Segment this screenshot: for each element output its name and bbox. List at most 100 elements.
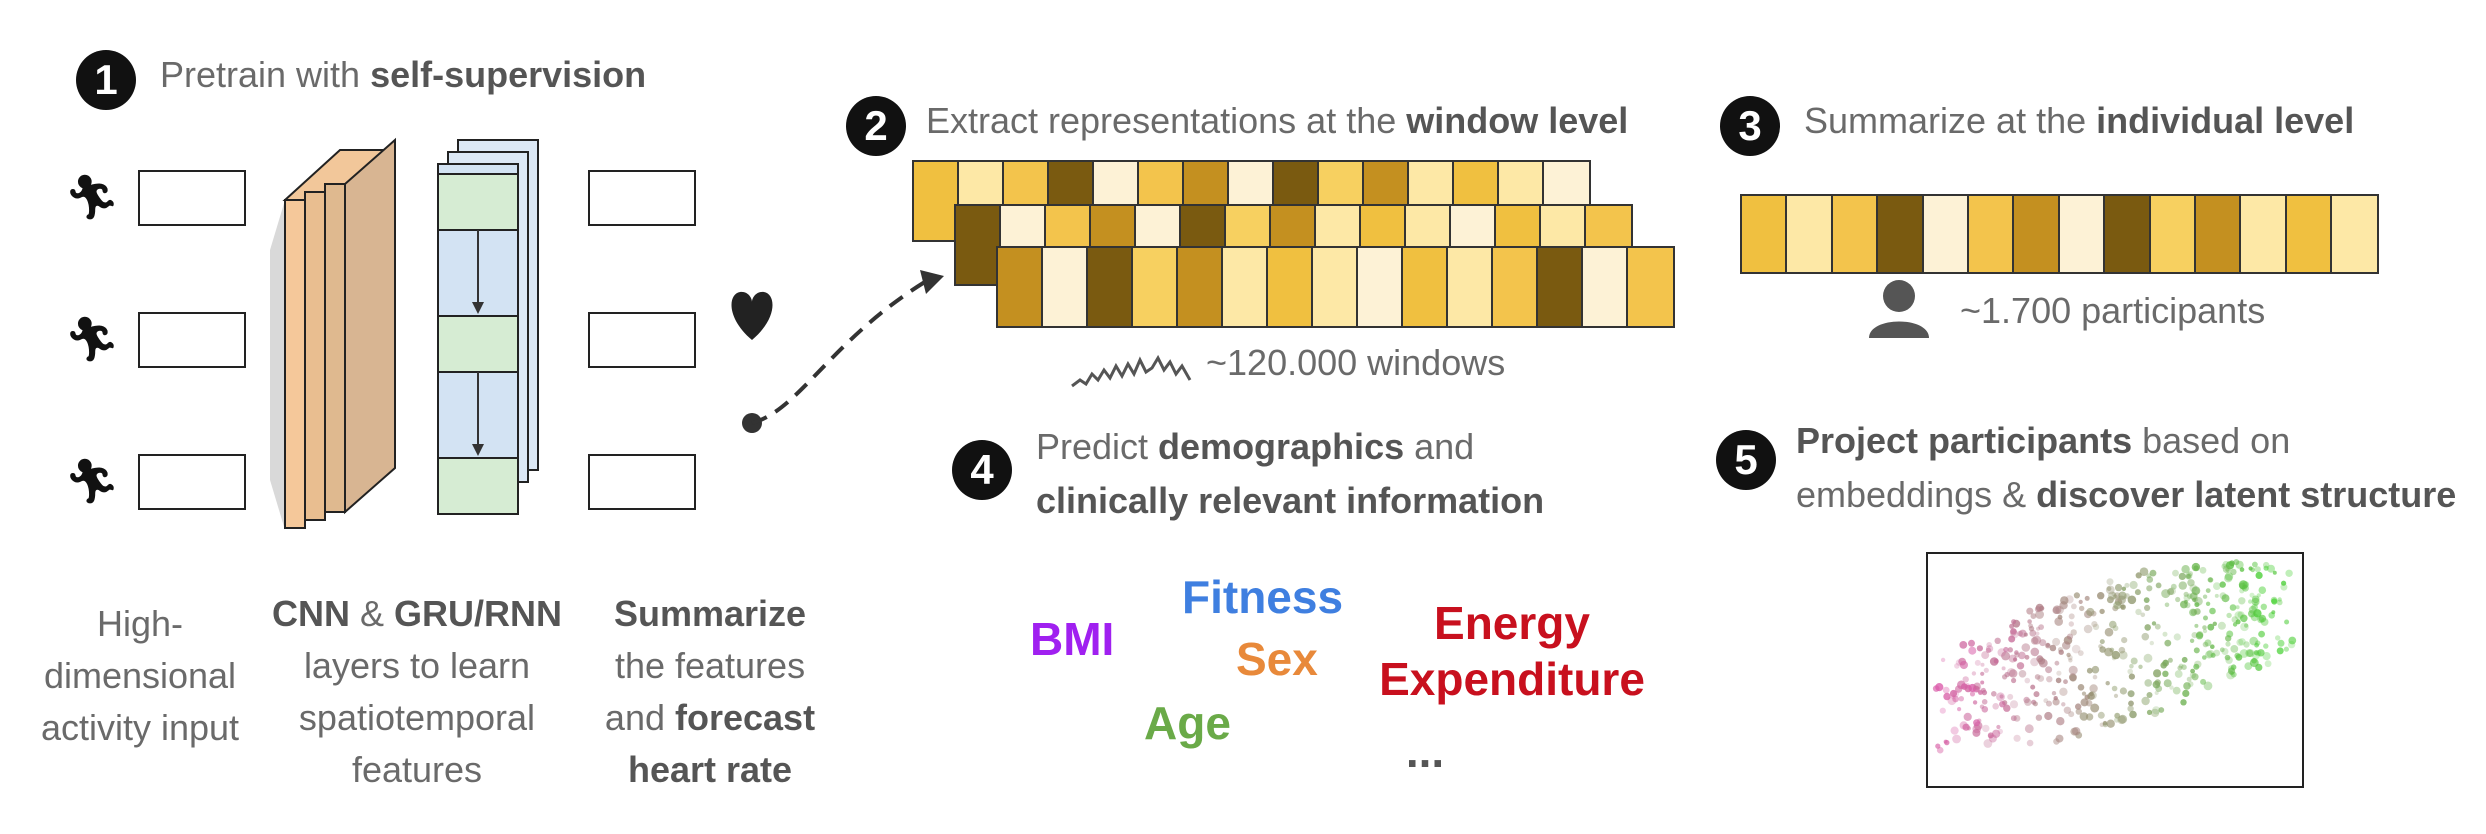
scatter-point	[2104, 627, 2114, 637]
scatter-point	[2104, 647, 2113, 657]
scatter-point	[2263, 643, 2269, 649]
scatter-point	[2120, 604, 2126, 610]
scatter-point	[2113, 601, 2122, 610]
window-cell	[914, 162, 959, 240]
scatter-point	[2202, 594, 2208, 599]
window-cell	[1923, 196, 1969, 272]
scatter-point	[2114, 583, 2123, 592]
scatter-point	[2086, 607, 2095, 617]
scatter-point	[2067, 655, 2073, 661]
scatter-point	[2035, 714, 2043, 721]
scatter-point	[2026, 739, 2034, 747]
scatter-point	[2024, 654, 2030, 660]
window-cell	[1493, 248, 1538, 326]
scatter-point	[2191, 586, 2200, 595]
scatter-point	[2221, 563, 2227, 570]
scatter-point	[2106, 596, 2114, 604]
scatter-point	[2230, 664, 2237, 670]
scatter-point	[1952, 734, 1961, 744]
scatter-point	[2078, 599, 2083, 604]
scatter-point	[2195, 632, 2204, 640]
window-cell	[1832, 196, 1879, 272]
scatter-point	[2187, 681, 2194, 687]
scatter-point	[2252, 561, 2258, 568]
scatter-point	[2071, 603, 2077, 610]
scatter-point	[2013, 734, 2021, 742]
window-cell	[1448, 248, 1493, 326]
scatter-point	[2030, 684, 2036, 690]
scatter-point	[2234, 611, 2244, 620]
scatter-point	[1991, 691, 1997, 697]
scatter-point	[2163, 679, 2172, 688]
scatter-point	[2210, 644, 2215, 649]
scatter-point	[2062, 641, 2071, 650]
scatter-point	[2200, 678, 2207, 685]
scatter-point	[2035, 610, 2044, 619]
scatter-point	[2036, 626, 2041, 631]
scatter-point	[2221, 594, 2230, 603]
scatter-point	[2112, 594, 2118, 600]
scatter-point	[2150, 708, 2160, 718]
scatter-point	[2135, 572, 2142, 579]
scatter-point	[2086, 667, 2093, 674]
scatter-point	[2092, 674, 2098, 680]
scatter-point	[2139, 567, 2149, 576]
step-3-badge: 3	[1720, 96, 1780, 156]
scatter-point	[2014, 650, 2019, 655]
scatter-point	[2099, 639, 2105, 645]
scatter-point	[2172, 569, 2179, 577]
scatter-point	[2239, 588, 2245, 594]
cnn-layers	[282, 137, 396, 529]
window-cell	[1628, 248, 1673, 326]
scatter-point	[2182, 689, 2190, 697]
scatter-point	[1973, 719, 1981, 727]
scatter-point	[2164, 602, 2170, 608]
scatter-point	[2027, 619, 2032, 624]
scatter-point	[2092, 623, 2100, 631]
scatter-point	[2118, 650, 2128, 660]
window-cell	[1403, 248, 1448, 326]
scatter-point	[1963, 712, 1972, 721]
scatter-point	[2224, 654, 2231, 661]
scatter-point	[2143, 653, 2153, 663]
runner-icon: 🏃︎	[64, 457, 120, 506]
scatter-point	[2087, 692, 2095, 700]
scatter-point	[2032, 635, 2042, 645]
window-cell	[1878, 196, 1924, 272]
scatter-point	[2253, 650, 2259, 656]
scatter-point	[2226, 612, 2232, 619]
scatter-point	[2187, 571, 2193, 577]
scatter-point	[2244, 623, 2249, 628]
scatter-point	[1986, 642, 1992, 648]
scatter-point	[2277, 597, 2282, 602]
scatter-point	[2119, 687, 2127, 695]
scatter-point	[2138, 664, 2143, 669]
scatter-point	[2024, 698, 2032, 706]
scatter-point	[2002, 674, 2008, 680]
signal-wave-icon	[1071, 354, 1192, 388]
scatter-point	[2229, 604, 2237, 611]
scatter-point	[2203, 615, 2208, 621]
scatter-point	[2111, 650, 2120, 660]
scatter-point	[2063, 679, 2068, 685]
window-cell	[2014, 196, 2060, 272]
scatter-point	[2283, 646, 2289, 652]
scatter-point	[2146, 692, 2153, 698]
window-cell	[2150, 196, 2196, 272]
scatter-point	[2068, 621, 2074, 627]
scatter-point	[2054, 660, 2060, 666]
scatter-point	[2149, 569, 2157, 577]
scatter-point	[2011, 677, 2017, 684]
scatter-point	[2068, 711, 2075, 718]
scatter-point	[2173, 633, 2181, 641]
scatter-point	[2205, 601, 2211, 606]
scatter-point	[2240, 614, 2248, 623]
window-cell	[1968, 196, 2015, 272]
scatter-point	[2217, 621, 2226, 630]
scatter-point	[1958, 696, 1964, 702]
scatter-point	[2127, 595, 2137, 605]
scatter-point	[2106, 578, 2114, 586]
scatter-point	[2277, 639, 2285, 647]
window-cell	[1043, 248, 1088, 326]
scatter-point	[2109, 620, 2117, 629]
